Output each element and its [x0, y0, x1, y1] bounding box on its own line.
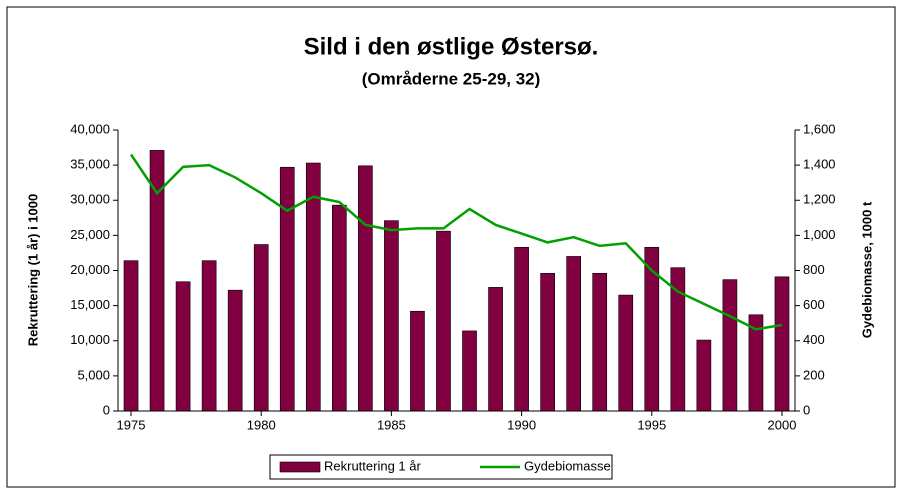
legend [269, 454, 613, 480]
y-tick-label: 25,000 [70, 227, 110, 242]
x-tick-label: 1980 [247, 417, 276, 432]
legend-swatch [279, 461, 321, 473]
y-tick-label: 20,000 [70, 262, 110, 277]
bar [436, 230, 451, 412]
y2-tick-label: 800 [803, 262, 825, 277]
x-tick-label: 2000 [768, 417, 797, 432]
y2-tick-label: 600 [803, 297, 825, 312]
y2-axis-label: Gydebiomasse, 1000 t [859, 201, 874, 338]
bar [253, 244, 269, 412]
bar [722, 279, 738, 412]
y2-tick-label: 1,400 [803, 157, 836, 172]
bar [410, 310, 425, 412]
y-tick-label: 0 [103, 402, 110, 417]
y-tick-label: 40,000 [70, 121, 110, 136]
y-tick-label: 5,000 [77, 367, 110, 382]
x-tick-label: 1990 [507, 417, 536, 432]
bar [514, 247, 529, 412]
bar [227, 289, 243, 412]
bar [384, 220, 399, 412]
bar [331, 204, 347, 412]
x-tick-label: 1975 [117, 417, 146, 432]
y-axis-label: Rekruttering (1 år) i 1000 [25, 194, 40, 346]
bar [592, 273, 608, 412]
y2-tick-label: 1,000 [803, 227, 836, 242]
chart-title: Sild i den østlige Østersø. [304, 33, 599, 60]
y2-tick-label: 400 [803, 332, 825, 347]
y2-tick-label: 1,200 [803, 192, 836, 207]
bar [123, 260, 139, 412]
bar [201, 260, 217, 412]
y2-tick-label: 1,600 [803, 121, 836, 136]
y-tick-label: 15,000 [70, 297, 110, 312]
bar [696, 339, 712, 412]
bar [175, 281, 191, 412]
line [129, 153, 783, 331]
bar [358, 165, 373, 412]
y2-tick-label: 0 [803, 402, 810, 417]
x-tick-label: 1995 [637, 417, 666, 432]
bar [488, 287, 503, 412]
bar [540, 273, 555, 412]
legend-label: Gydebiomasse [524, 458, 611, 473]
y-tick-label: 35,000 [70, 157, 110, 172]
legend-label: Rekruttering 1 år [324, 458, 421, 473]
y2-tick-label: 200 [803, 367, 825, 382]
bar [774, 276, 790, 412]
y-tick-label: 10,000 [70, 332, 110, 347]
bar [566, 256, 582, 412]
y-tick-label: 30,000 [70, 192, 110, 207]
x-tick-label: 1985 [377, 417, 406, 432]
bar [462, 330, 477, 412]
chart-subtitle: (Områderne 25-29, 32) [362, 69, 541, 88]
bar [279, 166, 295, 412]
bar [618, 294, 634, 412]
